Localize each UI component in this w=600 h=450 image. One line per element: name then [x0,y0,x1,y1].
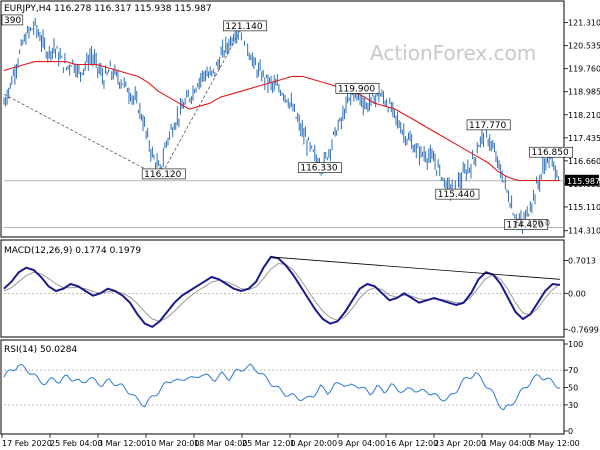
price-tick-label: 118.985 [568,88,600,97]
rsi-tick-label: 70 [568,366,578,375]
price-annotation-box [529,146,574,158]
price-annotation: 115.440 [438,190,475,200]
price-annotation: 121.140 [225,22,262,32]
moving-average-line [3,61,560,182]
x-tick-label: 9 Apr 04:00 [338,439,385,448]
price-annotation-box [1,14,24,26]
price-annotation: 116.330 [300,164,337,174]
x-tick-label: 1 Apr 20:00 [290,439,337,448]
rsi-tick-label: 100 [568,340,583,349]
macd-trendline [270,256,561,280]
watermark: ActionForex.com [370,41,536,65]
price-annotation-box [223,20,267,32]
macd-line [3,255,561,329]
price-panel [0,0,565,238]
price-tick-label: 114.310 [568,227,600,236]
rsi-tick-label: 50 [568,384,578,393]
swing-line-2 [159,28,242,178]
rsi-line [3,363,561,411]
price-plot: 390 121.140 116.120 116.330 119.900 115.440 11… [1,14,574,234]
macd-tick-label: 0.00 [568,289,586,298]
price-tick-label: 120.535 [568,42,600,51]
macd-header: MACD(12,26,9) 0.1774 0.1979 [4,246,141,256]
x-tick-label: 17 Feb 2020 [2,439,52,448]
rsi-tick-label: 30 [568,401,578,410]
macd-tick-label: 0.7013 [568,257,596,266]
price-annotation: 116.850 [532,148,569,158]
last-price-box [565,174,599,186]
rsi-panel [0,339,565,435]
x-tick-label: 1 May 04:00 [482,439,532,448]
macd-tick-label: -0.7699 [568,325,599,334]
price-annotation: 390 [4,16,21,26]
x-tick-label: 18 Mar 04:00 [194,439,247,448]
x-tick-label: 10 Mar 20:00 [146,439,199,448]
x-tick-label: 8 May 12:00 [530,439,580,448]
price-tick-label: 115.110 [568,203,600,212]
macd-panel [0,239,565,338]
last-price-label: 115.987 [567,177,600,186]
rsi-header: RSI(14) 50.0284 [4,345,77,355]
x-tick-label: 25 Mar 12:00 [242,439,295,448]
price-annotation: 114.420 [507,220,544,230]
price-annotation: 117.770 [469,121,506,131]
macd-signal-line [3,262,561,322]
price-annotation-box [141,168,186,180]
price-annotation-box [435,188,480,200]
x-tick-label: 25 Feb 04:00 [50,439,102,448]
macd-plot [3,255,564,329]
price-tick-label: 118.210 [568,111,600,120]
rsi-plot [3,363,564,411]
price-annotation-box [504,219,549,230]
fe-label: FE 100.0 [515,218,550,227]
price-annotation: 116.120 [144,170,181,180]
price-annotation: 119.900 [338,84,375,94]
x-tick-label: 3 Mar 12:00 [98,439,146,448]
price-header: EURJPY,H4 116.278 116.317 115.938 115.98… [4,4,212,14]
price-tick-label: 121.310 [568,19,600,28]
price-annotation-box [335,82,380,94]
rsi-tick-label: 0 [568,427,573,436]
price-tick-label: 117.435 [568,134,600,143]
axes: 121.310 120.535 119.760 118.985 118.210 117.4… [1,19,600,448]
price-annotation-box [466,119,511,131]
swing-line-1 [3,93,161,178]
price-annotation-box [298,162,342,173]
x-tick-label: 23 Apr 20:00 [434,439,486,448]
price-tick-label: 119.760 [568,65,600,74]
x-tick-label: 16 Apr 12:00 [386,439,438,448]
price-tick-label: 116.660 [568,157,600,166]
